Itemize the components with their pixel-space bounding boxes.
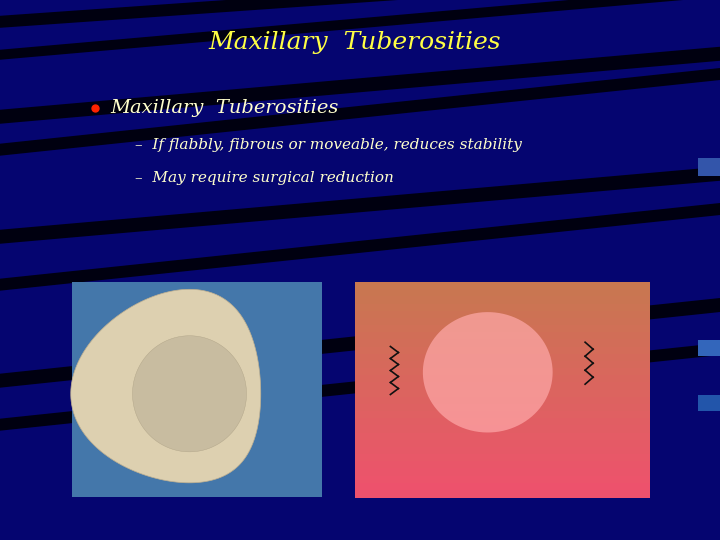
Bar — [355, 332, 650, 340]
Bar — [355, 347, 650, 355]
Bar — [355, 389, 650, 397]
Polygon shape — [0, 64, 720, 162]
Bar — [355, 404, 650, 412]
Polygon shape — [0, 0, 720, 32]
Polygon shape — [132, 336, 246, 452]
Bar — [355, 339, 650, 348]
Bar — [355, 418, 650, 427]
Bar — [355, 483, 650, 491]
Text: –  If flabbly, fibrous or moveable, reduces stability: – If flabbly, fibrous or moveable, reduc… — [135, 138, 522, 152]
Bar — [72, 282, 322, 497]
Bar — [355, 289, 650, 298]
Bar — [355, 318, 650, 326]
Bar — [355, 461, 650, 469]
Bar — [698, 340, 720, 356]
Bar — [355, 490, 650, 498]
Polygon shape — [71, 289, 261, 483]
Polygon shape — [423, 312, 553, 433]
Bar — [355, 282, 650, 290]
Bar — [355, 375, 650, 383]
Bar — [355, 433, 650, 441]
Polygon shape — [0, 339, 720, 437]
Bar — [355, 468, 650, 476]
Bar — [355, 397, 650, 405]
Bar — [355, 476, 650, 484]
Text: –  May require surgical reduction: – May require surgical reduction — [135, 171, 394, 185]
Bar — [355, 361, 650, 369]
Bar — [698, 395, 720, 411]
Bar — [355, 426, 650, 434]
Text: Maxillary  Tuberosities: Maxillary Tuberosities — [209, 30, 501, 53]
Polygon shape — [0, 164, 720, 249]
Bar — [355, 310, 650, 319]
Bar — [355, 325, 650, 333]
Bar — [355, 411, 650, 419]
Polygon shape — [0, 0, 720, 65]
Bar — [698, 158, 720, 176]
Text: Maxillary  Tuberosities: Maxillary Tuberosities — [110, 99, 338, 117]
Bar — [355, 368, 650, 376]
Polygon shape — [0, 199, 720, 297]
Polygon shape — [0, 294, 720, 394]
Bar — [355, 440, 650, 448]
Polygon shape — [0, 44, 720, 129]
Bar — [355, 447, 650, 455]
Bar — [355, 296, 650, 305]
Bar — [355, 454, 650, 462]
Bar — [355, 303, 650, 312]
Bar — [355, 354, 650, 362]
Bar — [355, 382, 650, 390]
